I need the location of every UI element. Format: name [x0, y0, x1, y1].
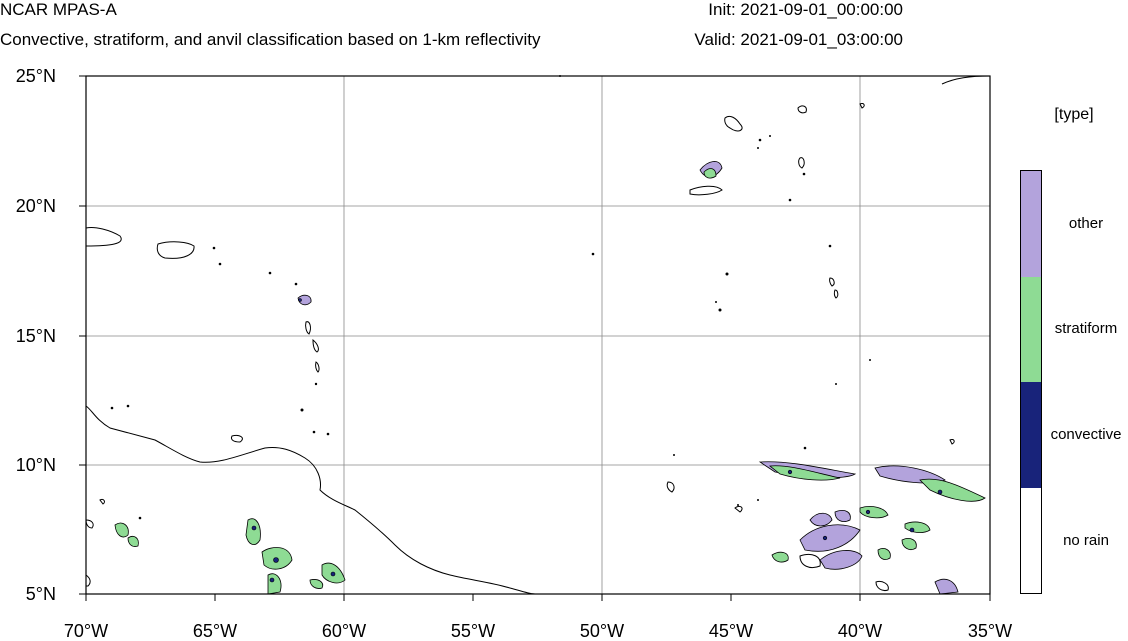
- legend-label-stratiform: stratiform: [1054, 320, 1118, 337]
- lon-label-50w: 50°W: [579, 621, 625, 641]
- legend-label-convective: convective: [1050, 426, 1122, 443]
- legend-swatch-other: [1021, 171, 1041, 278]
- init-time: Init: 2021-09-01_00:00:00: [708, 0, 903, 19]
- lat-label-5n: 5°N: [25, 584, 56, 604]
- lon-label-40w: 40°W: [837, 621, 883, 641]
- legend-title: [type]: [1054, 106, 1094, 123]
- legend-label-no-rain: no rain: [1063, 532, 1109, 549]
- rain-convective: [251, 298, 943, 583]
- coastlines: [85, 75, 991, 595]
- legend-colorbar: [1020, 170, 1042, 594]
- lat-label-20n: 20°N: [15, 196, 56, 216]
- valid-time: Valid: 2021-09-01_03:00:00: [694, 30, 903, 49]
- plot-description: Convective, stratiform, and anvil classi…: [0, 30, 541, 49]
- lon-label-35w: 35°W: [967, 621, 1013, 641]
- grid-lines: [86, 76, 990, 594]
- rain-other: [297, 161, 959, 595]
- lon-label-70w: 70°W: [63, 621, 109, 641]
- legend-swatch-convective: [1021, 382, 1041, 489]
- lat-label-15n: 15°N: [15, 326, 56, 346]
- lon-label-65w: 65°W: [192, 621, 238, 641]
- legend-swatch-stratiform: [1021, 277, 1041, 383]
- rain-stratiform: [114, 168, 986, 595]
- legend-swatch-no-rain: [1021, 488, 1041, 593]
- plot-frame: [85, 75, 991, 595]
- legend-label-other: other: [1068, 215, 1104, 232]
- lon-label-60w: 60°W: [321, 621, 367, 641]
- lon-label-55w: 55°W: [450, 621, 496, 641]
- model-title: NCAR MPAS-A: [0, 0, 117, 19]
- small-features: [110, 75, 871, 520]
- lat-label-25n: 25°N: [15, 66, 56, 86]
- axis-ticks: [79, 75, 991, 601]
- lat-label-10n: 10°N: [15, 455, 56, 475]
- lon-label-45w: 45°W: [708, 621, 754, 641]
